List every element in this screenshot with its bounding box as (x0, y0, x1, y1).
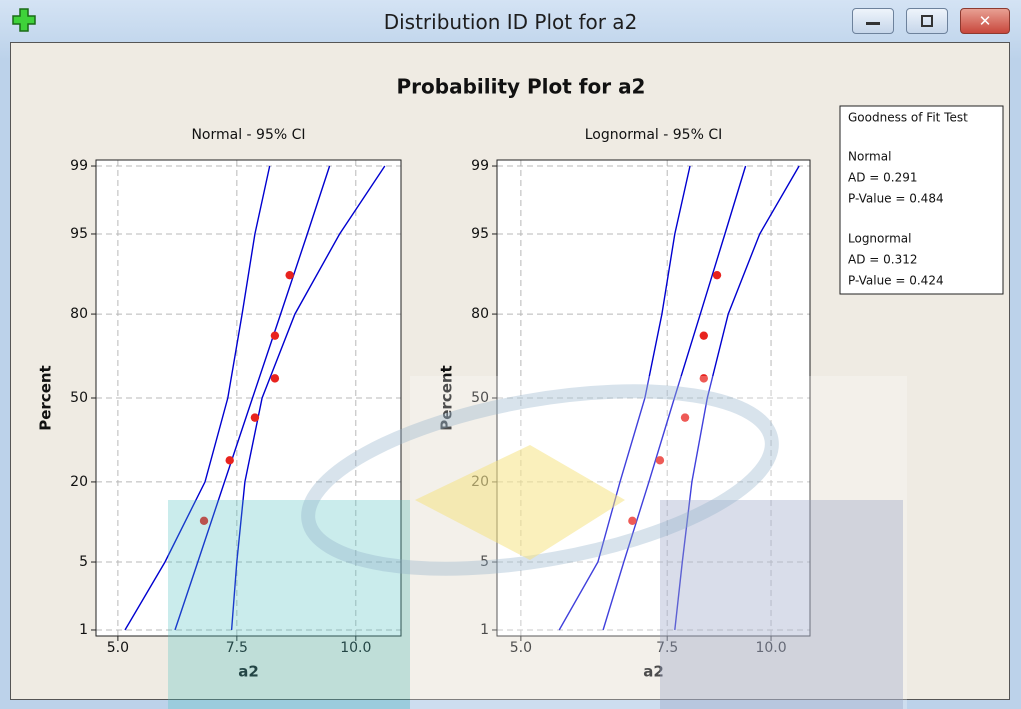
x-axis-label: a2 (643, 663, 664, 681)
x-tick-label: 7.5 (226, 640, 248, 656)
chart-title: Normal - 95% CI (191, 127, 305, 143)
x-axis-label: a2 (238, 663, 259, 681)
gof-line: P-Value = 0.484 (848, 192, 944, 206)
data-point (700, 331, 708, 339)
chart: Probability Plot for a2 Goodness of Fit … (0, 0, 1021, 709)
gof-line: AD = 0.312 (848, 253, 918, 267)
y-tick-label: 50 (471, 390, 489, 406)
x-tick-label: 5.0 (510, 640, 532, 656)
y-tick-label: 1 (79, 622, 88, 638)
gof-group: Lognormal (848, 232, 911, 246)
y-tick-label: 5 (79, 554, 88, 570)
data-point (700, 374, 708, 382)
gof-title: Goodness of Fit Test (848, 111, 968, 125)
data-point (200, 517, 208, 525)
y-tick-label: 80 (70, 306, 88, 322)
gof-line: P-Value = 0.424 (848, 274, 944, 288)
data-point (285, 271, 293, 279)
main-title: Probability Plot for a2 (397, 75, 646, 99)
x-tick-label: 5.0 (107, 640, 129, 656)
y-tick-label: 20 (471, 474, 489, 490)
y-tick-label: 95 (70, 226, 88, 242)
gof-group: Normal (848, 150, 891, 164)
data-point (226, 456, 234, 464)
y-tick-label: 80 (471, 306, 489, 322)
plot-area (497, 160, 810, 636)
y-axis-label: Percent (438, 365, 456, 430)
y-tick-label: 99 (70, 158, 88, 174)
x-tick-label: 10.0 (755, 640, 786, 656)
gof-line: AD = 0.291 (848, 171, 918, 185)
y-tick-label: 99 (471, 158, 489, 174)
x-tick-label: 10.0 (340, 640, 371, 656)
x-tick-label: 7.5 (656, 640, 678, 656)
data-point (271, 331, 279, 339)
y-tick-label: 1 (480, 622, 489, 638)
data-point (681, 413, 689, 421)
data-point (271, 374, 279, 382)
data-point (713, 271, 721, 279)
window: Distribution ID Plot for a2 ✕ Probabilit… (0, 0, 1021, 709)
y-tick-label: 20 (70, 474, 88, 490)
data-point (628, 517, 636, 525)
data-point (656, 456, 664, 464)
y-tick-label: 95 (471, 226, 489, 242)
chart-title: Lognormal - 95% CI (585, 127, 722, 143)
y-tick-label: 50 (70, 390, 88, 406)
y-axis-label: Percent (37, 365, 55, 430)
data-point (251, 413, 259, 421)
y-tick-label: 5 (480, 554, 489, 570)
